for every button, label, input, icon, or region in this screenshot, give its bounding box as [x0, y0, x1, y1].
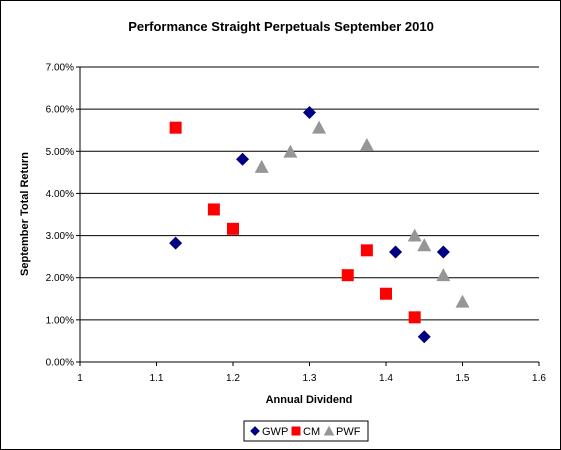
y-tick-label: 4.00%	[46, 189, 74, 200]
pwf-point	[312, 120, 327, 134]
gwp-point	[236, 152, 250, 166]
y-tick-label: 7.00%	[46, 63, 74, 74]
gwp-point	[417, 330, 431, 344]
legend-marker-gwp	[250, 426, 260, 436]
x-tick-label: 1	[77, 373, 83, 384]
gwp-point	[389, 245, 403, 259]
pwf-point	[407, 228, 422, 242]
legend-marker-pwf	[323, 425, 335, 436]
cm-point	[408, 311, 421, 324]
x-tick-label: 1.6	[532, 373, 546, 384]
pwf-point	[455, 294, 470, 308]
gwp-point	[303, 106, 316, 120]
cm-point	[227, 222, 239, 235]
pwf-point	[436, 268, 451, 282]
legend-label-pwf: PWF	[336, 426, 361, 438]
gwp-point	[169, 236, 183, 250]
y-axis-label: September Total Return	[19, 152, 31, 276]
y-tick-label: 6.00%	[46, 105, 74, 116]
cm-point	[341, 269, 354, 282]
x-axis-label: Annual Dividend	[266, 394, 353, 406]
y-tick-label: 0.00%	[46, 358, 74, 369]
cm-point	[380, 287, 392, 300]
axes	[76, 66, 540, 366]
y-tick-label: 5.00%	[46, 147, 74, 158]
x-tick-label: 1.3	[303, 373, 317, 384]
chart-title: Performance Straight Perpetuals Septembe…	[128, 19, 434, 34]
x-tick-label: 1.1	[150, 373, 164, 384]
data-points	[169, 106, 470, 344]
gwp-point	[436, 245, 450, 259]
legend-label-cm: CM	[303, 426, 320, 438]
cm-point	[207, 203, 220, 216]
x-tick-label: 1.4	[379, 373, 393, 384]
legend: GWP CM PWF	[243, 420, 369, 442]
legend-marker-cm	[291, 426, 301, 436]
y-tick-label: 2.00%	[46, 273, 74, 284]
tick-labels: 0.00% 1.00% 2.00% 3.00% 4.00% 5.00% 6.00% 7.00%…	[46, 63, 547, 385]
pwf-point	[359, 137, 374, 151]
pwf-point	[254, 159, 269, 173]
y-tick-label: 1.00%	[46, 315, 74, 326]
legend-label-gwp: GWP	[262, 426, 288, 438]
pwf-point	[283, 144, 298, 158]
y-tick-label: 3.00%	[46, 231, 74, 242]
x-tick-label: 1.2	[226, 373, 240, 384]
cm-point	[169, 121, 182, 134]
pwf-point	[417, 238, 432, 252]
x-tick-label: 1.5	[456, 373, 470, 384]
cm-point	[360, 244, 373, 257]
legend-box	[243, 420, 369, 442]
